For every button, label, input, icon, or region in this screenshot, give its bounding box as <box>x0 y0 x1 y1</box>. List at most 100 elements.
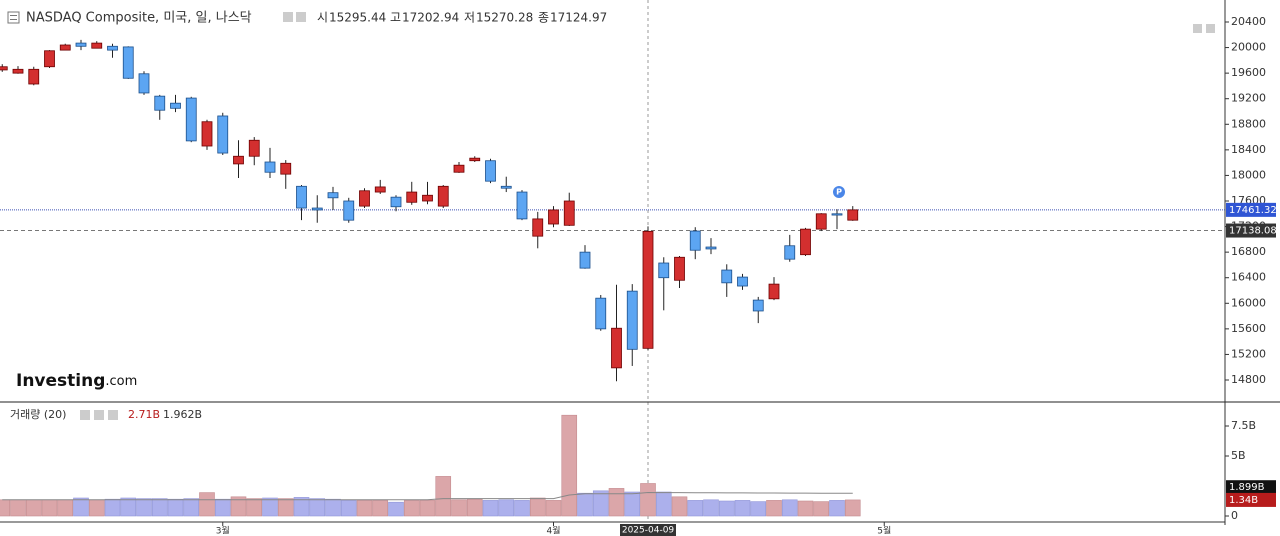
volume-bar <box>246 498 263 517</box>
y-tick-label: 19200 <box>1231 92 1266 105</box>
volume-bar <box>167 498 184 517</box>
volume-bar <box>73 497 89 517</box>
candle-body <box>422 194 433 202</box>
volume-bar <box>293 497 310 517</box>
icon[interactable] <box>1206 24 1215 33</box>
volume-bar <box>214 498 231 517</box>
candle-body <box>296 185 307 209</box>
volume-bar <box>57 499 74 517</box>
volume-bar <box>372 500 389 517</box>
volume-bar <box>136 498 152 517</box>
icon[interactable] <box>283 12 293 22</box>
candle-body <box>453 164 465 173</box>
candle-body <box>248 139 260 157</box>
ohlc-value: 17124.97 <box>550 11 607 25</box>
candle-body <box>642 230 654 349</box>
volume-bar <box>325 498 341 517</box>
candle-body <box>0 66 8 71</box>
volume-bar <box>230 496 247 517</box>
x-tick-label: 3월 <box>216 525 230 536</box>
candle-body <box>28 68 40 85</box>
volume-bar <box>813 501 830 517</box>
menu-icon[interactable] <box>7 11 20 24</box>
volume-bar <box>529 497 546 517</box>
last-price-tag-bg <box>1226 202 1276 217</box>
candle-body <box>752 299 764 312</box>
annotation-label: P <box>836 188 842 197</box>
volume-tag-bg <box>1226 492 1276 507</box>
icon[interactable] <box>94 410 104 420</box>
volume-bar <box>734 500 751 517</box>
y-tick-label: 20400 <box>1231 15 1266 28</box>
volume-tag: 1.34B <box>1229 495 1258 506</box>
volume-bar <box>277 498 294 517</box>
ohlc-label: 저 <box>464 11 475 25</box>
volume-bar <box>199 492 215 517</box>
x-tick-label: 4월 <box>546 525 560 536</box>
candle-body <box>831 213 843 216</box>
volume-title: 거래량 (20) <box>10 408 66 421</box>
y-tick-label: 16800 <box>1231 245 1266 258</box>
y-tick-label: 0 <box>1231 509 1238 522</box>
volume-bar <box>309 498 326 517</box>
candle-body <box>847 209 859 221</box>
volume-bar <box>655 491 672 517</box>
watermark-domain: .com <box>105 374 137 389</box>
icon[interactable] <box>108 410 118 420</box>
volume-bar <box>388 501 404 517</box>
candle-body <box>579 251 591 269</box>
candle-body <box>469 157 481 162</box>
volume-bar <box>451 499 467 517</box>
volume-bar <box>498 499 515 517</box>
y-tick-label: 16400 <box>1231 271 1266 284</box>
candle-body <box>721 269 733 284</box>
volume-bar <box>797 500 814 517</box>
watermark-brand: Investing <box>16 371 105 391</box>
y-tick-label: 14800 <box>1231 373 1266 386</box>
volume-bar <box>466 498 483 517</box>
candle-body <box>264 161 276 173</box>
candle-body <box>44 50 55 68</box>
candle-body <box>280 162 292 175</box>
annotation-marker[interactable] <box>833 186 845 198</box>
candle-body <box>138 73 150 94</box>
volume-bar <box>356 500 373 517</box>
volume-bar <box>781 499 798 517</box>
volume-bar <box>750 501 767 517</box>
volume-bar <box>545 500 562 517</box>
candle-body <box>12 68 24 74</box>
candle-body <box>233 155 244 165</box>
candle-body <box>91 42 103 49</box>
volume-bar <box>403 500 420 517</box>
volume-bar <box>419 500 436 517</box>
candle-body <box>500 185 512 189</box>
volume-bar <box>104 498 121 517</box>
crosshair-date-bg <box>620 524 676 536</box>
crosshair-price-tag: 17138.08 <box>1229 226 1277 237</box>
candle-body <box>406 191 418 203</box>
volume-bar <box>151 498 168 517</box>
candle-body <box>311 207 323 211</box>
y-tick-label: 16000 <box>1231 296 1266 309</box>
y-tick-label: 18000 <box>1231 168 1266 181</box>
volume-bar <box>829 500 845 517</box>
icon[interactable] <box>80 410 90 420</box>
candle-body <box>532 218 544 237</box>
icon[interactable] <box>1193 24 1202 33</box>
candle-body <box>516 191 528 220</box>
volume-icons <box>80 410 118 420</box>
candle-body <box>689 230 701 251</box>
candle-body <box>563 200 575 226</box>
candle-body <box>800 228 811 256</box>
top-right-icons <box>1193 24 1215 33</box>
candle-body <box>374 186 386 193</box>
volume-bar <box>687 500 704 517</box>
candle-body <box>343 200 355 221</box>
candle-body <box>626 290 638 350</box>
candle-body <box>107 45 118 51</box>
icon[interactable] <box>296 12 306 22</box>
volume-bar <box>703 499 719 517</box>
candle-body <box>75 42 87 47</box>
